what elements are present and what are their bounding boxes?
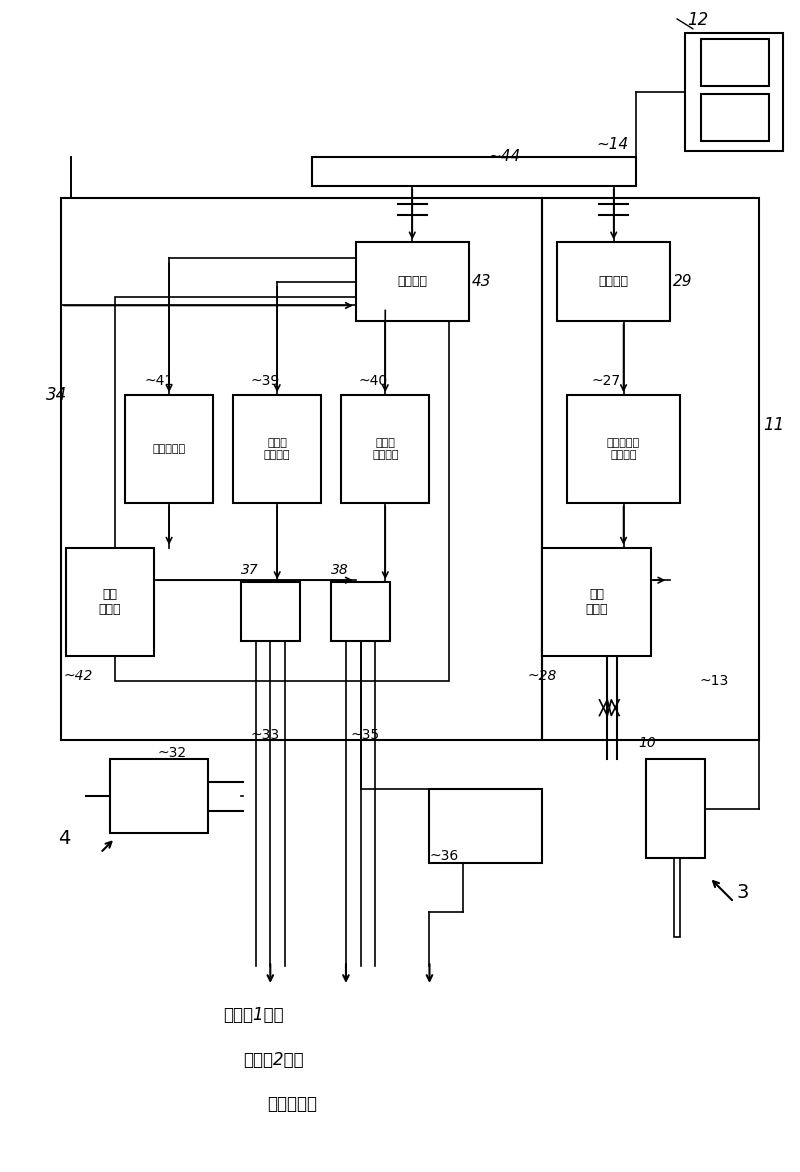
Text: 34: 34 (46, 386, 67, 404)
Text: ~13: ~13 (700, 674, 729, 688)
Bar (430, 789, 542, 863)
Text: 操作
显示板: 操作 显示板 (99, 588, 122, 615)
Text: 排液阔
驱动电路: 排液阔 驱动电路 (372, 438, 398, 461)
Bar (685, 33, 783, 151)
Text: 控制电路: 控制电路 (598, 275, 629, 288)
Bar (341, 395, 430, 504)
Bar (542, 198, 758, 740)
Bar (311, 157, 636, 186)
Text: ~35: ~35 (351, 728, 380, 742)
Bar (701, 39, 770, 86)
Text: 11: 11 (763, 416, 785, 434)
Bar (110, 759, 208, 833)
Bar (356, 243, 469, 321)
Text: ~32: ~32 (158, 745, 186, 759)
Text: 送液泵
驱动电路: 送液泵 驱动电路 (264, 438, 290, 461)
Text: 压力传感器: 压力传感器 (153, 444, 186, 455)
Bar (674, 858, 680, 936)
Text: 29: 29 (673, 274, 693, 289)
Bar (66, 547, 154, 656)
Bar (331, 582, 390, 641)
Bar (646, 759, 705, 858)
Text: 3: 3 (736, 883, 749, 901)
Text: 超声波振子
驱动电路: 超声波振子 驱动电路 (607, 438, 640, 461)
Text: ~33: ~33 (250, 728, 280, 742)
Text: 流向第1套管: 流向第1套管 (223, 1007, 284, 1024)
Text: ~27: ~27 (592, 374, 621, 388)
Text: 操作
显示板: 操作 显示板 (586, 588, 608, 615)
Text: 38: 38 (331, 564, 349, 578)
Bar (567, 395, 680, 504)
Text: 流向吸引源: 流向吸引源 (267, 1095, 318, 1113)
Text: ~42: ~42 (64, 669, 94, 683)
Text: 流向第2套管: 流向第2套管 (242, 1051, 303, 1069)
Bar (125, 395, 214, 504)
Text: 10: 10 (638, 736, 657, 750)
Text: ~41: ~41 (145, 374, 174, 388)
Text: 控制电路: 控制电路 (398, 275, 427, 288)
Bar (61, 198, 542, 740)
Bar (701, 94, 770, 141)
Bar (558, 243, 670, 321)
Text: ~28: ~28 (528, 669, 557, 683)
Text: 43: 43 (472, 274, 491, 289)
Bar (241, 582, 300, 641)
Text: ~40: ~40 (358, 374, 388, 388)
Bar (115, 297, 449, 681)
Text: ~14: ~14 (597, 136, 629, 151)
Bar (233, 395, 322, 504)
Bar (542, 547, 650, 656)
Text: ~39: ~39 (250, 374, 280, 388)
Text: ~36: ~36 (430, 849, 458, 863)
Text: 37: 37 (241, 564, 258, 578)
Text: 12: 12 (687, 11, 708, 29)
Text: 4: 4 (58, 829, 70, 847)
Text: ~44: ~44 (489, 149, 521, 164)
